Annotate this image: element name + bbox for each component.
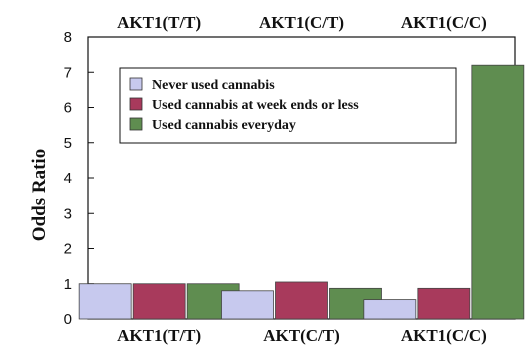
legend-swatch xyxy=(129,117,143,131)
bar xyxy=(132,283,186,320)
legend-box xyxy=(119,67,457,144)
legend: Never used cannabis Used cannabis at week… xyxy=(119,67,457,144)
legend-label: Used cannabis everyday xyxy=(152,118,296,133)
y-tick-label: 1 xyxy=(64,276,72,293)
bar xyxy=(471,64,525,320)
y-tick-label: 2 xyxy=(64,241,72,258)
y-tick-label: 5 xyxy=(64,135,72,152)
top-category-labels: AKT1(T/T) AKT1(C/T) AKT1(C/C) xyxy=(117,13,487,32)
y-tick-label: 3 xyxy=(64,205,72,222)
legend-label: Never used cannabis xyxy=(152,78,275,93)
y-axis-label: Odds Ratio xyxy=(29,149,50,241)
y-tick-label: 7 xyxy=(64,64,72,81)
top-category-label: AKT1(T/T) xyxy=(117,13,201,32)
bar xyxy=(363,299,417,320)
bar xyxy=(275,281,328,320)
x-category-label: AKT(C/T) xyxy=(263,326,340,345)
y-tick-label: 6 xyxy=(64,100,72,117)
legend-swatch xyxy=(129,97,143,111)
y-tick-label: 8 xyxy=(64,29,72,46)
x-axis-labels: AKT1(T/T) AKT(C/T) AKT1(C/C) xyxy=(117,326,487,345)
bar xyxy=(78,283,132,320)
x-category-label: AKT1(T/T) xyxy=(117,326,201,345)
top-category-label: AKT1(C/C) xyxy=(401,13,487,32)
x-category-label: AKT1(C/C) xyxy=(401,326,487,345)
legend-label: Used cannabis at week ends or less xyxy=(152,98,359,113)
bar xyxy=(221,290,274,320)
y-axis-ticks: 0 1 2 3 4 5 6 7 8 xyxy=(64,29,94,328)
bar xyxy=(417,287,471,320)
legend-swatch xyxy=(129,77,143,91)
y-tick-label: 0 xyxy=(64,311,72,328)
y-tick-label: 4 xyxy=(64,170,72,187)
top-category-label: AKT1(C/T) xyxy=(259,13,344,32)
bars xyxy=(78,64,525,320)
